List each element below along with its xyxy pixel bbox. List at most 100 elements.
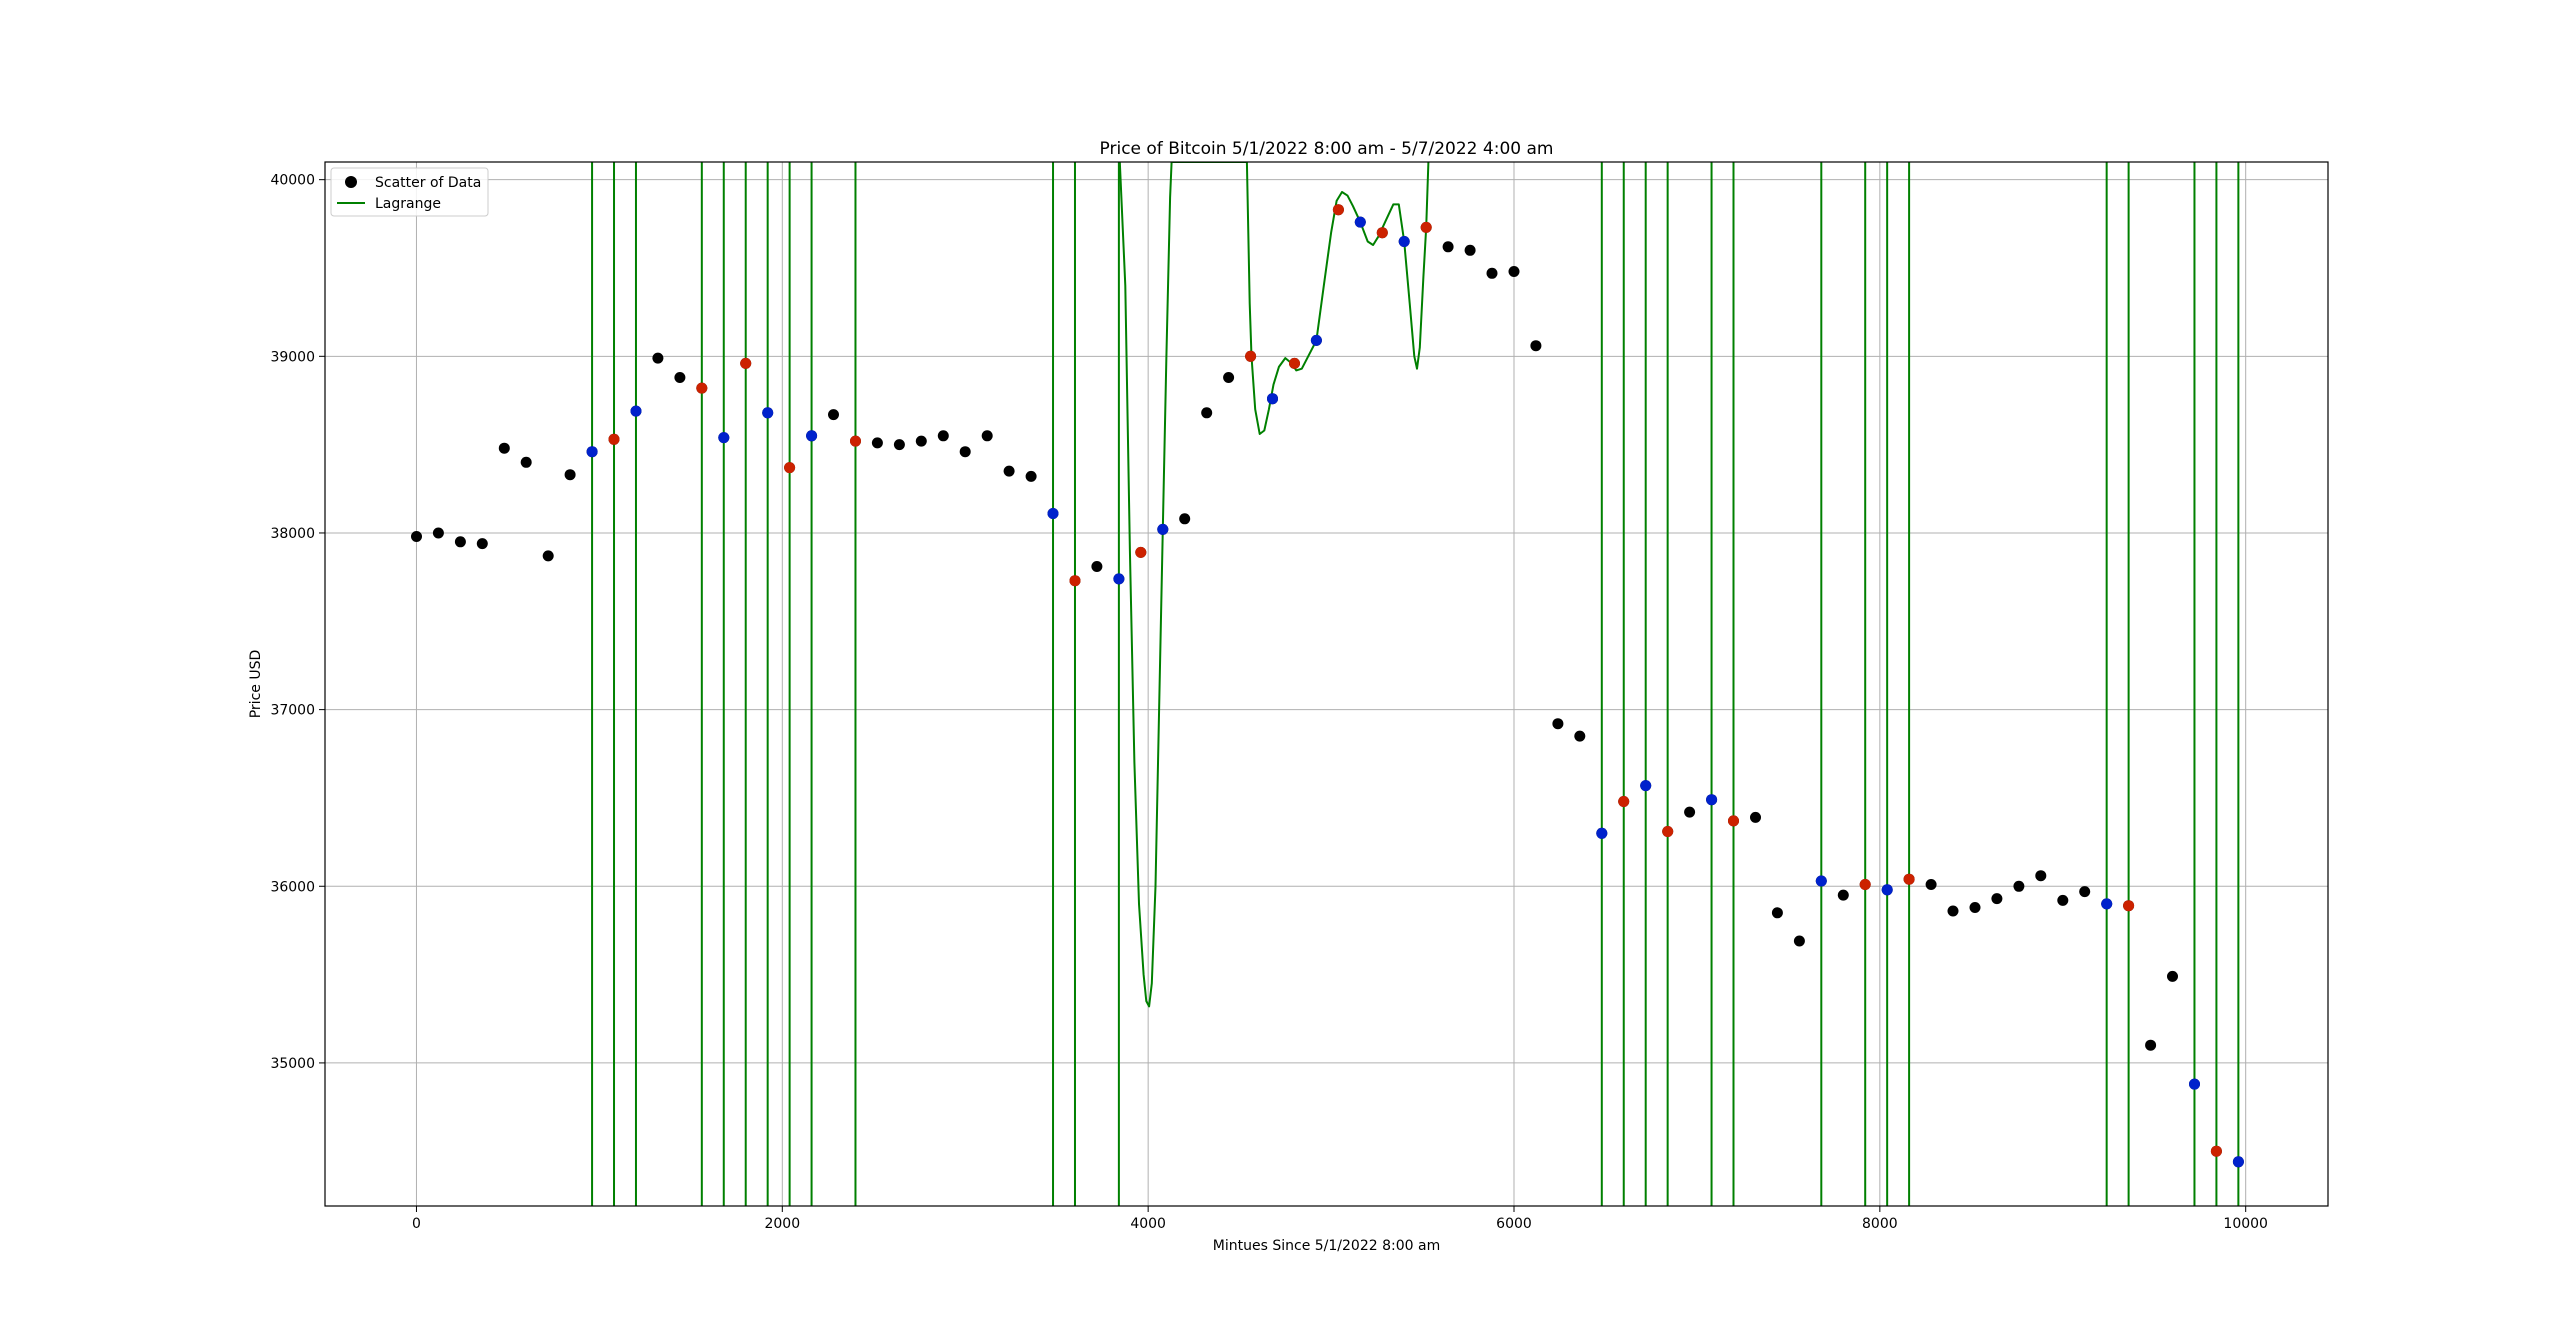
red-node-point [1728, 815, 1739, 827]
red-node-point [1662, 826, 1674, 837]
data-point [1464, 244, 1476, 256]
red-node-point [1376, 227, 1388, 239]
data-point [2145, 1039, 2157, 1051]
legend-box [330, 167, 489, 217]
blue-node-point [1157, 523, 1169, 535]
data-point [476, 538, 488, 550]
plot-frame [324, 161, 2329, 1207]
y-tick-label: 35000 [270, 1056, 315, 1072]
blue-node-point [1354, 216, 1366, 228]
red-node-point [2210, 1145, 2222, 1157]
scatter-series [411, 204, 2244, 1168]
legend: Scatter of Data Lagrange [330, 167, 489, 217]
y-tick-label: 38000 [270, 526, 315, 542]
blue-node-point [1640, 780, 1652, 792]
data-point [1025, 470, 1037, 482]
data-point [828, 409, 839, 421]
blue-node-point [1047, 508, 1059, 519]
red-node-point [696, 382, 708, 394]
data-point [454, 536, 466, 548]
data-point [959, 446, 971, 458]
data-point [674, 372, 686, 383]
blue-node-point [2101, 898, 2113, 910]
data-point [2035, 870, 2047, 882]
red-node-point [1859, 879, 1871, 890]
plot-background [325, 162, 2328, 1206]
red-node-point [1903, 873, 1915, 885]
blue-node-point [806, 430, 818, 442]
x-tick-label: 2000 [764, 1216, 800, 1232]
y-axis-label: Price USD [248, 650, 264, 719]
data-point [652, 352, 664, 364]
data-point [1179, 513, 1191, 525]
blue-node-point [2232, 1156, 2244, 1168]
data-point [1223, 372, 1235, 383]
data-point [1750, 811, 1761, 823]
blue-node-point [630, 405, 642, 417]
data-point [1091, 561, 1103, 572]
legend-lagrange-label: Lagrange [375, 196, 441, 212]
data-point [981, 430, 993, 442]
blue-node-point [1310, 334, 1322, 346]
x-tick-label: 0 [412, 1216, 421, 1232]
data-point [2167, 970, 2178, 982]
lagrange-series [591, 162, 2240, 1206]
blue-node-point [1881, 884, 1893, 896]
blue-node-point [1706, 794, 1718, 806]
data-point [2057, 894, 2069, 906]
x-tick-label: 8000 [1862, 1216, 1898, 1232]
blue-node-point [1113, 573, 1125, 585]
blue-node-point [586, 446, 598, 458]
data-point [411, 531, 422, 542]
data-point [1969, 902, 1981, 913]
blue-node-point [2189, 1078, 2200, 1090]
data-point [915, 435, 927, 447]
legend-scatter-marker [345, 176, 357, 188]
red-node-point [608, 433, 620, 445]
y-tick-label: 40000 [270, 173, 315, 189]
blue-node-point [1815, 875, 1827, 887]
red-node-point [784, 462, 796, 474]
x-tick-label: 10000 [2223, 1216, 2268, 1232]
data-point [564, 469, 576, 481]
red-node-point [1135, 546, 1147, 558]
x-tick-label: 4000 [1130, 1216, 1166, 1232]
data-point [1771, 907, 1783, 919]
data-point [1003, 465, 1015, 477]
data-point [1442, 241, 1454, 253]
blue-node-point [1398, 236, 1410, 247]
red-node-point [1289, 357, 1300, 369]
data-point [1925, 879, 1937, 890]
data-point [1684, 806, 1696, 818]
data-point [520, 456, 532, 468]
y-tick-label: 37000 [270, 703, 315, 719]
red-node-point [2123, 900, 2135, 912]
data-point [432, 527, 444, 539]
data-point [1991, 893, 2003, 905]
red-node-point [1420, 221, 1432, 233]
red-node-point [1245, 350, 1257, 362]
data-point [871, 437, 883, 449]
red-node-point [1332, 204, 1344, 216]
blue-node-point [718, 432, 730, 444]
data-point [2079, 886, 2091, 898]
red-node-point [740, 357, 752, 369]
data-point [542, 550, 554, 562]
y-tick-label: 36000 [270, 879, 315, 895]
data-point [1530, 340, 1542, 352]
legend-scatter-label: Scatter of Data [375, 175, 481, 191]
blue-node-point [1596, 827, 1608, 839]
x-tick-label: 6000 [1496, 1216, 1532, 1232]
data-point [2013, 880, 2025, 892]
blue-node-point [762, 407, 774, 419]
data-point [1552, 718, 1564, 730]
data-point [498, 442, 510, 454]
x-axis-label: Mintues Since 5/1/2022 8:00 am [1213, 1238, 1440, 1254]
red-node-point [850, 435, 861, 447]
red-node-point [1618, 796, 1630, 807]
y-tick-label: 39000 [270, 349, 315, 365]
data-point [1793, 935, 1805, 947]
data-point [1486, 267, 1498, 279]
data-point [1837, 889, 1849, 901]
